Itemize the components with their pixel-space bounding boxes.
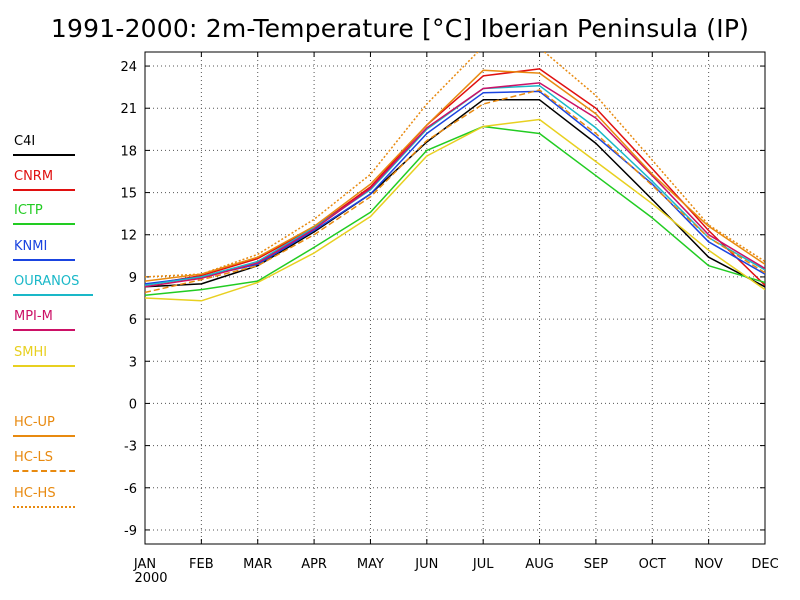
series-lines	[145, 52, 765, 302]
legend-label: OURANOS	[14, 274, 80, 289]
legend-swatch	[13, 329, 75, 331]
legend-swatch	[13, 223, 75, 225]
legend-label: C4I	[14, 134, 36, 149]
chart-title: 1991-2000: 2m-Temperature [°C] Iberian P…	[50, 14, 750, 43]
series-line-mpi-m	[145, 82, 765, 288]
series-line-c4i	[145, 99, 765, 288]
x-tick-label: NOV	[694, 557, 723, 572]
series-line-cnrm	[145, 68, 765, 287]
y-tick-label: 12	[120, 229, 137, 244]
legend-item-cnrm: CNRM	[13, 169, 75, 193]
legend-label: KNMI	[14, 239, 48, 254]
y-tick-label: -9	[124, 524, 137, 539]
y-tick-label: -6	[124, 482, 137, 497]
legend-item-ouranos: OURANOS	[13, 274, 93, 298]
series-line-hc-ls	[145, 89, 765, 294]
legend-label: HC-HS	[14, 486, 56, 501]
legend-label: SMHI	[14, 345, 48, 360]
legend-item-hc-hs: HC-HS	[13, 486, 75, 510]
x-tick-label: MAY	[357, 557, 384, 572]
series-line-smhi	[145, 118, 765, 302]
legend-item-hc-ls: HC-LS	[13, 450, 75, 474]
legend-item-smhi: SMHI	[13, 345, 75, 369]
y-tick-label: 21	[120, 102, 137, 117]
tick-labels: -9 -6 -3 0 3 6 9 12 15 18 21 24 JAN FEB MAR APR MAY JUN JU…	[120, 60, 778, 586]
x-tick-label: JUL	[472, 557, 494, 572]
x-tick-label: MAR	[243, 557, 272, 572]
legend-swatch	[13, 294, 93, 296]
legend-item-knmi: KNMI	[13, 239, 75, 263]
x-tick-label: JAN	[133, 557, 156, 572]
legend-label: ICTP	[14, 203, 43, 218]
y-tick-label: 24	[120, 60, 137, 75]
y-tick-label: 0	[129, 397, 137, 412]
series-line-hc-up	[145, 69, 765, 282]
series-line-ictp	[145, 125, 765, 296]
legend-swatch	[13, 365, 75, 367]
x-tick-label: FEB	[189, 557, 214, 572]
y-tick-label: 18	[120, 144, 137, 159]
axis-ticks	[144, 52, 766, 544]
legend-item-mpi-m: MPI-M	[13, 309, 75, 333]
legend-label: HC-UP	[14, 415, 55, 430]
y-tick-label: -3	[124, 440, 137, 455]
legend-swatch	[13, 470, 75, 472]
y-tick-label: 15	[120, 187, 137, 202]
series-line-hc-hs	[145, 52, 765, 278]
y-tick-label: 3	[129, 355, 137, 370]
legend-label: HC-LS	[14, 450, 54, 465]
y-tick-label: 9	[129, 271, 137, 286]
legend-item-c4i: C4I	[13, 134, 75, 158]
x-tick-label: OCT	[639, 557, 666, 572]
x-tick-label: SEP	[584, 557, 608, 572]
legend-swatch	[13, 259, 75, 261]
series-line-ouranos	[145, 84, 765, 287]
x-sublabel: 2000	[134, 571, 167, 586]
legend-label: MPI-M	[14, 309, 53, 324]
legend-swatch	[13, 189, 75, 191]
legend-item-ictp: ICTP	[13, 203, 75, 227]
legend-swatch	[13, 154, 75, 156]
gridlines	[145, 52, 765, 544]
x-tick-label: APR	[301, 557, 327, 572]
x-tick-label: DEC	[751, 557, 778, 572]
x-tick-label: AUG	[525, 557, 553, 572]
x-tick-label: JUN	[414, 557, 438, 572]
legend-label: CNRM	[14, 169, 54, 184]
legend-swatch	[13, 506, 75, 508]
legend-swatch	[13, 435, 75, 437]
plot-area	[144, 51, 766, 545]
y-tick-label: 6	[129, 313, 137, 328]
legend-item-hc-up: HC-UP	[13, 415, 75, 439]
legend: C4I CNRM ICTP KNMI OURANOS MPI-M SMHI HC…	[13, 0, 113, 600]
